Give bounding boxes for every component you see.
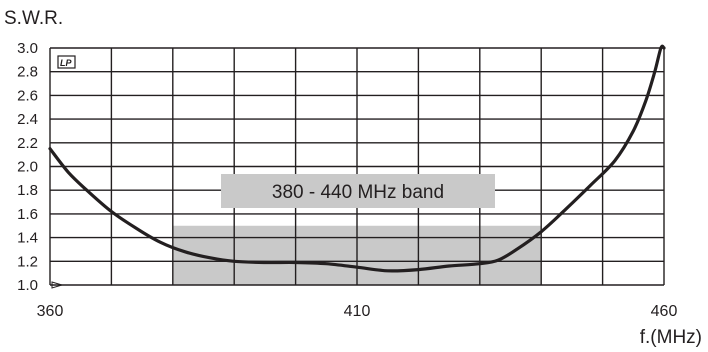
x-tick-label: 410 (344, 303, 371, 320)
y-tick-label: 2.4 (17, 111, 38, 128)
y-tick-label: 1.2 (17, 253, 38, 270)
y-ticks: 3.0 2.8 2.6 2.4 2.2 2.0 1.8 1.6 1.4 1.2 1.0 (17, 40, 38, 294)
y-tick-label: 2.0 (17, 159, 38, 176)
y-tick-label: 1.6 (17, 206, 38, 223)
chart-logo: LP (57, 55, 76, 69)
grid (49, 47, 665, 286)
band-label: 380 - 440 MHz band (221, 174, 495, 208)
chart-logo-text: LP (60, 58, 72, 68)
y-tick-label: 1.0 (17, 277, 38, 294)
y-tick-label: 2.6 (17, 87, 38, 104)
x-tick-label: 460 (651, 303, 678, 320)
x-tick-label: 360 (37, 303, 64, 320)
band-label-box (221, 174, 495, 208)
x-axis-title: f.(MHz) (640, 327, 702, 348)
x-ticks: 360 410 460 (37, 303, 678, 320)
band-label-text: 380 - 440 MHz band (272, 182, 444, 203)
y-tick-label: 1.4 (17, 230, 38, 247)
y-tick-label: 1.8 (17, 182, 38, 199)
y-tick-label: 2.2 (17, 135, 38, 152)
swr-curve (48, 44, 666, 273)
y-tick-label: 3.0 (17, 40, 38, 57)
x-axis-arrow (51, 281, 64, 289)
y-axis-title: S.W.R. (4, 8, 63, 29)
y-tick-label: 2.8 (17, 64, 38, 81)
